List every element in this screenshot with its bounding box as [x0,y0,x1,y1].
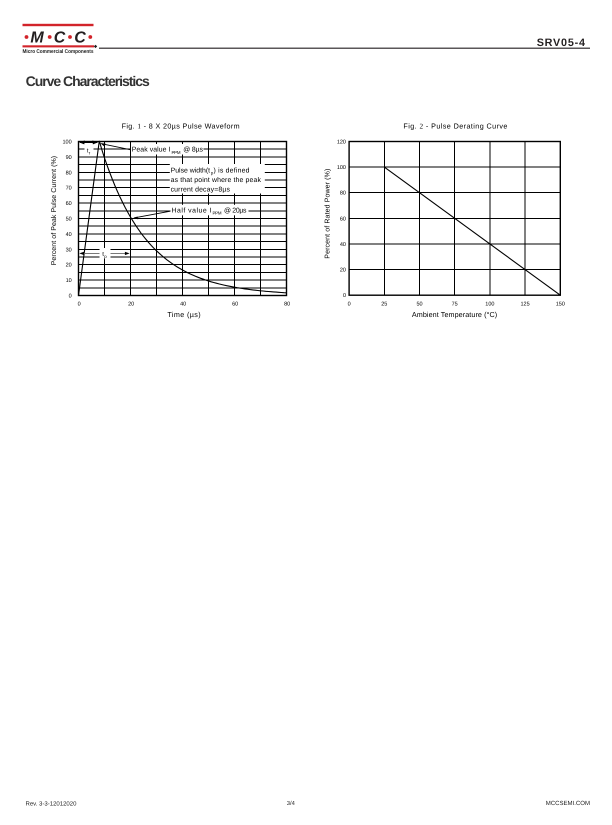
svg-text:current decay=8µs: current decay=8µs [171,186,231,193]
svg-text:@ 8µs: @ 8µs [183,147,203,154]
svg-text:100: 100 [63,140,72,146]
svg-text:Pulse width(t: Pulse width(t [171,168,211,175]
svg-text:40: 40 [340,242,346,248]
svg-text:Micro Commercial Components: Micro Commercial Components [23,49,94,55]
svg-text:60: 60 [66,201,72,207]
svg-text:10: 10 [66,278,72,284]
svg-text:50: 50 [416,302,422,308]
svg-text:90: 90 [66,155,72,161]
svg-text:PPM: PPM [172,150,181,155]
svg-text:@ 20µs: @ 20µs [224,208,247,215]
svg-text:C: C [54,30,66,47]
svg-text:20: 20 [340,268,346,274]
svg-text:Fig. 2 - Pulse Derating Curve: Fig. 2 - Pulse Derating Curve [403,122,507,131]
svg-text:20: 20 [128,302,134,308]
svg-text:50: 50 [66,217,72,223]
svg-text:PPM: PPM [213,211,222,216]
svg-text:t: t [102,251,104,258]
svg-text:Percent of Peak Pulse Current: Percent of Peak Pulse Current (%) [50,156,58,266]
svg-text:r: r [89,150,91,155]
svg-text:0: 0 [78,302,81,308]
svg-text:0: 0 [343,293,346,299]
svg-text:60: 60 [232,302,238,308]
svg-text:Curve Characteristics: Curve Characteristics [26,73,150,89]
svg-text:MCCSEMI.COM: MCCSEMI.COM [546,800,590,807]
svg-text:30: 30 [66,247,72,253]
svg-text:3/4: 3/4 [287,800,296,807]
svg-text:M: M [30,30,44,47]
svg-text:SRV05-4: SRV05-4 [537,37,585,49]
svg-text:75: 75 [452,302,458,308]
svg-text:100: 100 [337,165,346,171]
svg-text:t: t [87,147,89,154]
svg-text:20: 20 [66,263,72,269]
svg-text:p: p [104,254,107,259]
svg-text:150: 150 [556,302,565,308]
svg-text:70: 70 [66,186,72,192]
svg-text:40: 40 [180,302,186,308]
svg-text:0: 0 [69,294,72,300]
svg-text:Time (µs): Time (µs) [167,310,200,319]
svg-text:C: C [74,30,86,47]
svg-text:80: 80 [66,170,72,176]
svg-text:0: 0 [348,302,351,308]
svg-text:Percent of Rated Power (%): Percent of Rated Power (%) [324,169,332,259]
svg-text:25: 25 [381,302,387,308]
svg-text:Peak value I: Peak value I [132,147,171,154]
svg-text:p: p [211,171,214,176]
svg-text:60: 60 [340,216,346,222]
svg-text:Half value I: Half value I [172,208,212,215]
svg-text:) is defined: ) is defined [214,168,250,175]
svg-text:as that point where the peak: as that point where the peak [171,177,262,184]
svg-text:Fig. 1 - 8 X 20µs Pulse Wavefo: Fig. 1 - 8 X 20µs Pulse Waveform [122,122,240,131]
svg-text:120: 120 [337,140,346,146]
svg-text:125: 125 [521,302,530,308]
svg-text:80: 80 [340,191,346,197]
svg-text:Ambient Temperature (°C): Ambient Temperature (°C) [412,310,497,319]
svg-text:40: 40 [66,232,72,238]
svg-text:100: 100 [485,302,494,308]
svg-text:80: 80 [284,302,290,308]
svg-text:Rev. 3-3-12012020: Rev. 3-3-12012020 [26,801,78,808]
